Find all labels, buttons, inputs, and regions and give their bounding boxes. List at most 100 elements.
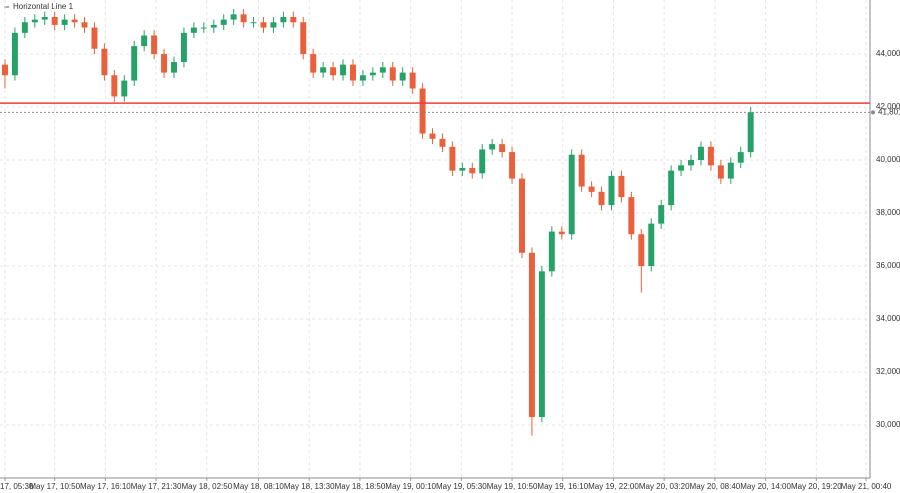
candle-body <box>469 167 476 174</box>
candle-body <box>200 27 207 29</box>
candle-body <box>598 191 605 206</box>
candle-body <box>747 112 754 153</box>
candle-body <box>479 149 486 174</box>
candle-body <box>409 72 416 89</box>
x-tick-label: May 18, 13:30 <box>284 482 335 491</box>
candle-body <box>419 88 426 134</box>
candle-body <box>81 22 88 28</box>
candle-body <box>91 27 98 49</box>
candle-body <box>31 19 38 23</box>
x-tick-label: May 20, 14:00 <box>740 482 791 491</box>
x-tick-label: May 19, 16:10 <box>537 482 588 491</box>
candle-body <box>41 16 48 20</box>
candle-body <box>638 234 645 267</box>
candle-body <box>131 46 138 81</box>
x-tick-label: May 19, 05:30 <box>436 482 487 491</box>
x-tick-label: May 17, 21:30 <box>131 482 182 491</box>
candle-body <box>171 62 177 73</box>
candle-body <box>499 144 506 153</box>
y-tick-label: 32,000 <box>876 367 900 376</box>
candle-body <box>210 24 217 28</box>
y-tick-label: 30,000 <box>876 420 900 429</box>
candle-body <box>509 152 516 179</box>
candle-body <box>578 154 585 187</box>
candle-body <box>717 165 724 179</box>
candle-body <box>349 64 356 81</box>
candle-body <box>220 19 227 25</box>
candle-body <box>270 22 277 28</box>
y-tick-label: 40,000 <box>876 155 900 164</box>
candle-body <box>489 144 496 150</box>
candle-body <box>240 14 247 23</box>
candle-body <box>618 175 625 198</box>
candle-body <box>21 22 28 33</box>
candle-body <box>648 223 655 267</box>
candle-body <box>429 133 436 139</box>
candle-body <box>678 165 685 171</box>
x-tick-label: May 18, 02:50 <box>181 482 232 491</box>
candle-body <box>389 67 396 81</box>
candle-body <box>519 178 525 253</box>
candle-body <box>379 67 386 73</box>
y-tick-label: 36,000 <box>876 261 900 270</box>
x-tick-label: May 20, 03:20 <box>639 482 690 491</box>
candle-body <box>250 22 257 24</box>
candle-body <box>121 80 128 97</box>
candle-body <box>320 67 327 73</box>
y-tick-label: 42,000 <box>876 102 900 111</box>
candle-body <box>11 32 18 76</box>
candle-body <box>538 271 545 418</box>
candle-body <box>697 146 704 161</box>
candle-body <box>558 231 565 235</box>
candle-body <box>180 32 187 63</box>
candle-body <box>399 72 406 81</box>
candle-body <box>707 146 714 166</box>
candle-body <box>1 64 8 76</box>
last-price-label: 41,801 <box>878 107 900 116</box>
candle-body <box>101 48 108 76</box>
candle-body <box>359 75 366 81</box>
x-tick-label: May 17, 16:10 <box>80 482 131 491</box>
candle-body <box>141 35 148 47</box>
x-tick-label: May 21, 00:40 <box>841 482 892 491</box>
candle-body <box>61 19 68 25</box>
candle-body <box>330 67 337 76</box>
y-tick-label: 38,000 <box>876 208 900 217</box>
candle-body <box>668 170 675 206</box>
x-tick-label: 17, 05:30 <box>0 482 34 491</box>
y-tick-label: 34,000 <box>876 314 900 323</box>
x-tick-label: May 18, 18:50 <box>335 482 386 491</box>
candle-body <box>568 154 575 235</box>
candle-body <box>340 64 347 76</box>
candle-body <box>190 27 197 33</box>
candle-body <box>369 72 376 76</box>
candle-body <box>608 175 615 206</box>
candle-body <box>449 146 456 171</box>
candle-body <box>151 35 158 55</box>
x-tick-label: May 18, 08:10 <box>233 482 284 491</box>
candle-body <box>290 16 297 23</box>
candle-body <box>548 231 555 272</box>
candle-body <box>71 19 78 23</box>
x-tick-label: May 19, 00:10 <box>385 482 436 491</box>
last-price-dot <box>871 110 875 115</box>
y-tick-label: 44,000 <box>876 49 900 58</box>
candle-body <box>51 16 58 25</box>
candle-body <box>111 75 118 97</box>
candle-body <box>310 54 317 73</box>
x-tick-label: May 19, 10:50 <box>487 482 538 491</box>
candle-body <box>260 22 267 28</box>
candle-body <box>588 186 595 192</box>
candle-body <box>688 160 695 166</box>
x-tick-label: May 20, 19:20 <box>791 482 842 491</box>
annotation-label: Horizontal Line 1 <box>13 2 74 11</box>
candle-body <box>300 22 307 55</box>
candle-body <box>528 252 535 418</box>
candle-body <box>727 162 734 179</box>
candle-body <box>658 205 665 224</box>
candle-body <box>459 167 466 171</box>
candle-body <box>439 138 446 147</box>
x-tick-label: May 20, 08:40 <box>690 482 741 491</box>
